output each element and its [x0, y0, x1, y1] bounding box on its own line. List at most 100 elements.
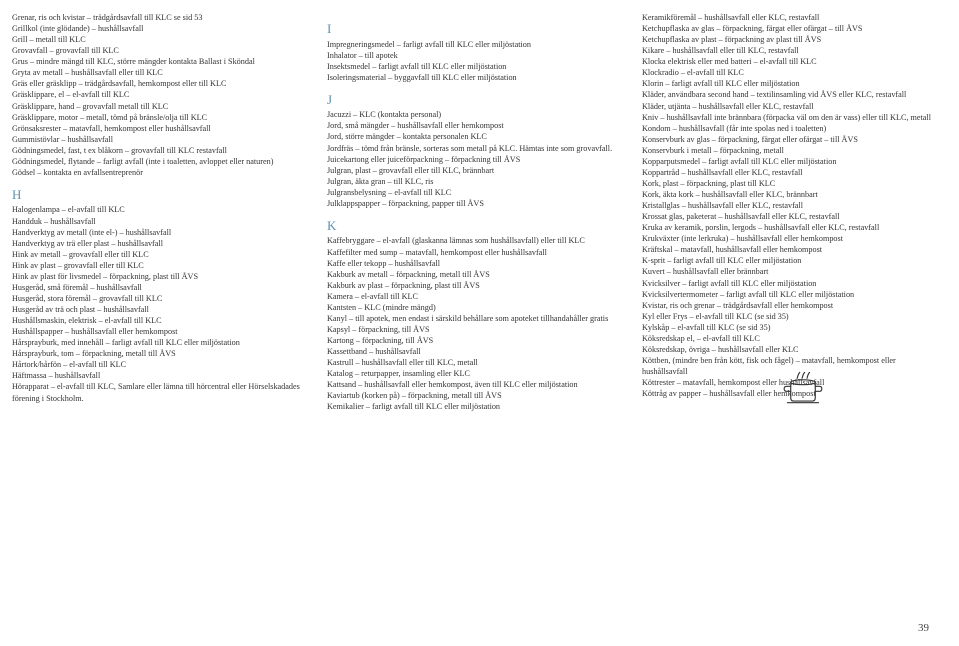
list-item: Julgransbelysning – el-avfall till KLC [327, 187, 620, 198]
list-item: Kräftskal – matavfall, hushållsavfall el… [642, 244, 935, 255]
list-item: Klocka elektrisk eller med batteri – el-… [642, 56, 935, 67]
list-item: Kristallglas – hushållsavfall eller KLC,… [642, 200, 935, 211]
list-item: Kassettband – hushållsavfall [327, 346, 620, 357]
list-item: Hårsprayburk, tom – förpackning, metall … [12, 348, 305, 359]
list-item: Jord, små mängder – hushållsavfall eller… [327, 120, 620, 131]
list-item: Katalog – returpapper, insamling eller K… [327, 368, 620, 379]
list-item: Kapsyl – förpackning, till ÅVS [327, 324, 620, 335]
list-item: Kamera – el-avfall till KLC [327, 291, 620, 302]
list-item: Insektsmedel – farligt avfall till KLC e… [327, 61, 620, 72]
list-item: Köksredskap, övriga – hushållsavfall ell… [642, 344, 935, 355]
list-item: Kaviartub (korken på) – förpackning, met… [327, 390, 620, 401]
list-item: Konservburk i metall – förpackning, meta… [642, 145, 935, 156]
list-item: Grenar, ris och kvistar – trädgårdsavfal… [12, 12, 305, 23]
section-heading: I [327, 20, 620, 38]
list-item: Kläder, utjänta – hushållsavfall eller K… [642, 101, 935, 112]
list-item: Krukväxter (inte lerkruka) – hushållsavf… [642, 233, 935, 244]
list-item: Inhalator – till apotek [327, 50, 620, 61]
list-item: Kuvert – hushållsavfall eller brännbart [642, 266, 935, 277]
list-item: Kanyl – till apotek, men endast i särski… [327, 313, 620, 324]
list-item: Juicekartong eller juiceförpackning – fö… [327, 154, 620, 165]
list-item: Halogenlampa – el-avfall till KLC [12, 204, 305, 215]
list-item: Gummistövlar – hushållsavfall [12, 134, 305, 145]
list-item: Kvicksilvertermometer – farligt avfall t… [642, 289, 935, 300]
list-item: Gödningsmedel, fast, t ex blåkorn – grov… [12, 145, 305, 156]
list-item: Husgeråd av trä och plast – hushållsavfa… [12, 304, 305, 315]
list-item: Handduk – hushållsavfall [12, 216, 305, 227]
list-item: Husgeråd, stora föremål – grovavfall til… [12, 293, 305, 304]
list-item: Kyl eller Frys – el-avfall till KLC (se … [642, 311, 935, 322]
list-item: Hink av metall – grovavfall eller till K… [12, 249, 305, 260]
section-heading: K [327, 217, 620, 235]
list-item: Hörapparat – el-avfall till KLC, Samlare… [12, 381, 305, 403]
list-item: K-sprit – farligt avfall till KLC eller … [642, 255, 935, 266]
column-2: IImpregneringsmedel – farligt avfall til… [327, 12, 620, 412]
section-heading: J [327, 91, 620, 109]
cooking-pot-icon [782, 370, 824, 406]
list-item: Klockradio – el-avfall till KLC [642, 67, 935, 78]
column-3: Keramikföremål – hushållsavfall eller KL… [642, 12, 935, 412]
list-item: Grovavfall – grovavfall till KLC [12, 45, 305, 56]
list-item: Gräsklippare, hand – grovavfall metall t… [12, 101, 305, 112]
list-item: Gräs eller gräsklipp – trädgårdsavfall, … [12, 78, 305, 89]
column-1: Grenar, ris och kvistar – trädgårdsavfal… [12, 12, 305, 412]
list-item: Gödningsmedel, flytande – farligt avfall… [12, 156, 305, 167]
list-item: Grill – metall till KLC [12, 34, 305, 45]
list-item: Handverktyg av trä eller plast – hushåll… [12, 238, 305, 249]
list-item: Grönsaksrester – matavfall, hemkompost e… [12, 123, 305, 134]
list-item: Hink av plast för livsmedel – förpacknin… [12, 271, 305, 282]
list-item: Gödsel – kontakta en avfallsentreprenör [12, 167, 305, 178]
list-item: Klorin – farligt avfall till KLC eller m… [642, 78, 935, 89]
list-item: Kniv – hushållsavfall inte brännbara (fö… [642, 112, 935, 123]
list-item: Kikare – hushållsavfall eller till KLC, … [642, 45, 935, 56]
list-item: Kondom – hushållsavfall (får inte spolas… [642, 123, 935, 134]
list-item: Husgeråd, små föremål – hushållsavfall [12, 282, 305, 293]
list-item: Ketchupflaska av glas – förpackning, fär… [642, 23, 935, 34]
list-item: Kläder, användbara second hand – textili… [642, 89, 935, 100]
list-item: Impregneringsmedel – farligt avfall till… [327, 39, 620, 50]
list-item: Gryta av metall – hushållsavfall eller t… [12, 67, 305, 78]
list-item: Kylskåp – el-avfall till KLC (se sid 35) [642, 322, 935, 333]
list-item: Kruka av keramik, porslin, lergods – hus… [642, 222, 935, 233]
list-item: Gräsklippare, motor – metall, tömd på br… [12, 112, 305, 123]
list-item: Hårsprayburk, med innehåll – farligt avf… [12, 337, 305, 348]
list-item: Konservburk av glas – förpackning, färga… [642, 134, 935, 145]
list-item: Kvicksilver – farligt avfall till KLC el… [642, 278, 935, 289]
list-item: Keramikföremål – hushållsavfall eller KL… [642, 12, 935, 23]
list-item: Julgran, plast – grovavfall eller till K… [327, 165, 620, 176]
list-item: Hushållsmaskin, elektrisk – el-avfall ti… [12, 315, 305, 326]
list-item: Kopparputsmedel – farligt avfall till KL… [642, 156, 935, 167]
list-item: Jordfräs – tömd från bränsle, sorteras s… [327, 143, 620, 154]
list-item: Grillkol (inte glödande) – hushållsavfal… [12, 23, 305, 34]
list-item: Hushållspapper – hushållsavfall eller he… [12, 326, 305, 337]
list-item: Jord, större mängder – kontakta personal… [327, 131, 620, 142]
list-item: Grus – mindre mängd till KLC, större män… [12, 56, 305, 67]
list-item: Kartong – förpackning, till ÅVS [327, 335, 620, 346]
list-item: Häftmassa – hushållsavfall [12, 370, 305, 381]
list-item: Kattsand – hushållsavfall eller hemkompo… [327, 379, 620, 390]
list-item: Julklappspapper – förpackning, papper ti… [327, 198, 620, 209]
list-item: Kakburk av metall – förpackning, metall … [327, 269, 620, 280]
list-item: Hink av plast – grovavfall eller till KL… [12, 260, 305, 271]
list-item: Kemikalier – farligt avfall till KLC ell… [327, 401, 620, 412]
list-item: Ketchupflaska av plast – förpackning av … [642, 34, 935, 45]
page-number: 39 [918, 621, 929, 636]
list-item: Köksredskap el, – el-avfall till KLC [642, 333, 935, 344]
list-item: Koppartråd – hushållsavfall eller KLC, r… [642, 167, 935, 178]
list-item: Kaffe eller tekopp – hushållsavfall [327, 258, 620, 269]
list-item: Jacuzzi – KLC (kontakta personal) [327, 109, 620, 120]
list-item: Kork, äkta kork – hushållsavfall eller K… [642, 189, 935, 200]
list-item: Hårtork/hårfön – el-avfall till KLC [12, 359, 305, 370]
list-item: Kvistar, ris och grenar – trädgårdsavfal… [642, 300, 935, 311]
list-item: Isoleringsmaterial – byggavfall till KLC… [327, 72, 620, 83]
list-item: Kastrull – hushållsavfall eller till KLC… [327, 357, 620, 368]
list-item: Gräsklippare, el – el-avfall till KLC [12, 89, 305, 100]
list-item: Kantsten – KLC (mindre mängd) [327, 302, 620, 313]
list-item: Kakburk av plast – förpackning, plast ti… [327, 280, 620, 291]
list-item: Kork, plast – förpackning, plast till KL… [642, 178, 935, 189]
list-item: Krossat glas, paketerat – hushållsavfall… [642, 211, 935, 222]
list-item: Kaffefilter med sump – matavfall, hemkom… [327, 247, 620, 258]
list-item: Kaffebryggare – el-avfall (glaskanna läm… [327, 235, 620, 246]
section-heading: H [12, 186, 305, 204]
list-item: Handverktyg av metall (inte el-) – hushå… [12, 227, 305, 238]
